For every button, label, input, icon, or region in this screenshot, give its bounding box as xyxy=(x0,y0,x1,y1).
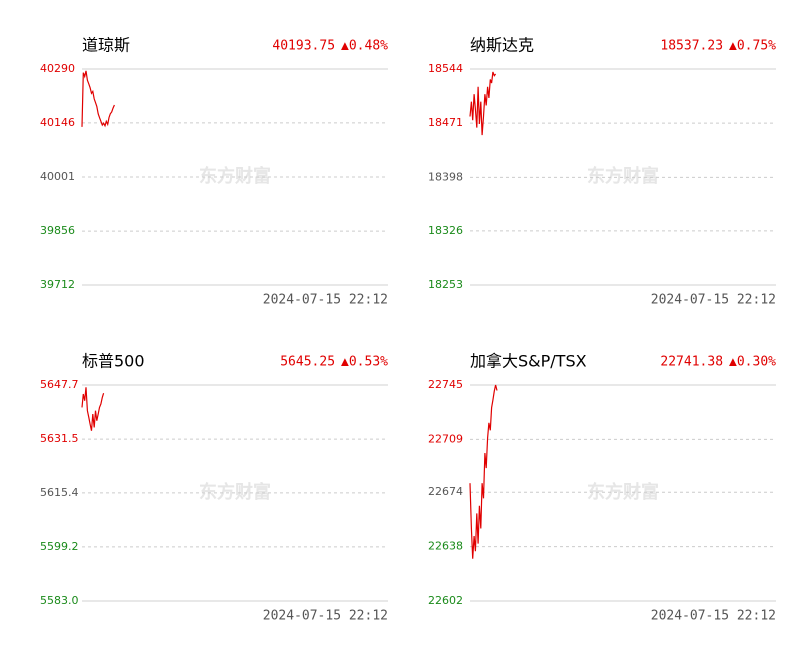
index-name: 标普500 xyxy=(82,352,145,371)
last-price: 5645.25 xyxy=(280,355,335,370)
y-tick-label: 18326 xyxy=(428,224,463,237)
timestamp: 2024-07-15 22:12 xyxy=(263,293,388,308)
timestamp: 2024-07-15 22:12 xyxy=(651,609,776,624)
y-tick-label: 39712 xyxy=(40,278,75,291)
timestamp: 2024-07-15 22:12 xyxy=(263,609,388,624)
index-name: 加拿大S&P/TSX xyxy=(470,352,587,371)
y-tick-label: 22638 xyxy=(428,540,463,553)
y-tick-label: 22602 xyxy=(428,594,463,607)
y-tick-label: 18471 xyxy=(428,116,463,129)
watermark: 东方财富 xyxy=(199,165,271,187)
y-tick-label: 22745 xyxy=(428,378,463,391)
last-price: ▲0.53% xyxy=(341,355,388,370)
y-tick-label: 5615.4 xyxy=(40,486,79,499)
watermark: 东方财富 xyxy=(199,481,271,503)
price-line xyxy=(469,71,497,136)
y-tick-label: 40290 xyxy=(40,62,75,75)
y-tick-label: 39856 xyxy=(40,224,75,237)
index-name: 纳斯达克 xyxy=(470,36,534,55)
last-price: 22741.38 xyxy=(660,355,723,370)
y-tick-label: 5631.5 xyxy=(40,432,79,445)
y-tick-label: 40001 xyxy=(40,170,75,183)
last-price: ▲0.30% xyxy=(729,355,776,370)
y-tick-label: 5583.0 xyxy=(40,594,79,607)
price-line xyxy=(469,384,498,559)
y-tick-label: 40146 xyxy=(40,116,75,129)
last-price: ▲0.75% xyxy=(729,39,776,54)
index-name: 道琼斯 xyxy=(82,36,130,55)
y-tick-label: 5599.2 xyxy=(40,540,79,553)
last-price: 40193.75 xyxy=(272,39,335,54)
price-line xyxy=(81,387,105,431)
y-tick-label: 5647.7 xyxy=(40,378,79,391)
last-price: 18537.23 xyxy=(660,39,723,54)
y-tick-label: 18544 xyxy=(428,62,463,75)
y-tick-label: 18398 xyxy=(428,170,463,183)
y-tick-label: 22709 xyxy=(428,432,463,445)
last-price: ▲0.48% xyxy=(341,39,388,54)
timestamp: 2024-07-15 22:12 xyxy=(651,293,776,308)
watermark: 东方财富 xyxy=(587,165,659,187)
y-tick-label: 18253 xyxy=(428,278,463,291)
y-tick-label: 22674 xyxy=(428,485,463,498)
price-line xyxy=(81,70,115,128)
